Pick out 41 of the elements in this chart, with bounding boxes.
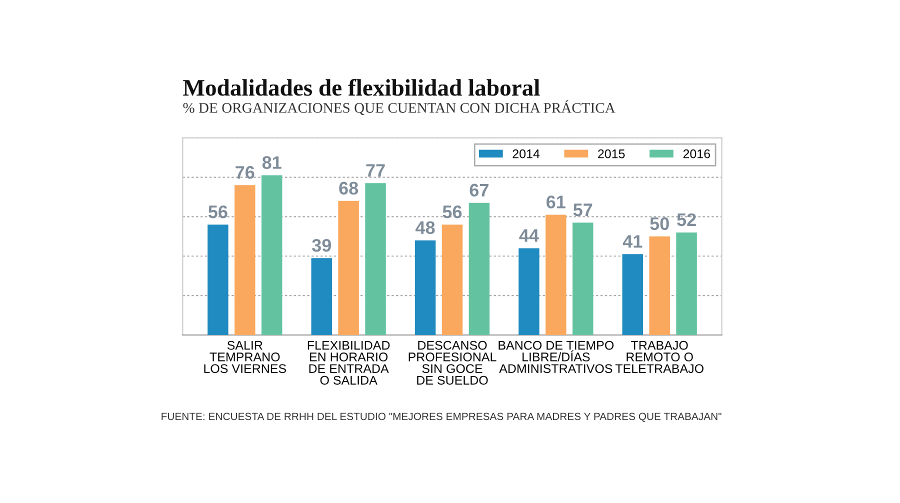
bar xyxy=(234,185,256,335)
data-label: 56 xyxy=(208,205,228,218)
bar xyxy=(338,200,359,335)
data-label: 41 xyxy=(622,235,642,248)
chart-subtitle: % DE ORGANIZACIONES QUE CUENTAN CON DICHA PRÁCTICA xyxy=(183,100,616,116)
bar xyxy=(311,258,332,335)
bar xyxy=(572,222,594,335)
x-tick-label: SALIR TEMPRANO LOS VIERNES xyxy=(204,340,286,374)
legend-label: 2015 xyxy=(598,149,625,158)
x-tick-label: DESCANSO PROFESIONAL SIN GOCE DE SUELDO xyxy=(408,340,496,385)
bar xyxy=(442,224,463,335)
bar xyxy=(365,183,386,335)
data-label: 50 xyxy=(650,217,669,230)
bar xyxy=(546,214,566,335)
legend-label: 2016 xyxy=(683,149,710,158)
bar xyxy=(414,240,436,335)
data-label: 61 xyxy=(546,196,566,208)
bar xyxy=(468,202,490,335)
data-label: 56 xyxy=(442,205,462,218)
data-label: 57 xyxy=(573,204,592,216)
data-label: 39 xyxy=(312,238,331,252)
data-label: 68 xyxy=(339,182,358,195)
chart-title: Modalidades de flexibilidad laboral xyxy=(183,78,540,96)
x-tick-label: BANCO DE TIEMPO LIBRE/DÍAS ADMINISTRATIVOS xyxy=(498,340,614,374)
data-label: 52 xyxy=(677,213,696,226)
data-label: 67 xyxy=(470,184,488,197)
data-label: 48 xyxy=(416,221,435,234)
bar xyxy=(622,254,644,335)
data-label: 81 xyxy=(262,156,282,169)
bar xyxy=(676,232,697,335)
x-tick-label: TRABAJO REMOTO O TELETRABAJO xyxy=(615,340,704,374)
data-label: 44 xyxy=(519,229,539,242)
legend-label: 2014 xyxy=(512,149,540,158)
data-label: 76 xyxy=(236,166,254,179)
bar xyxy=(208,224,228,335)
x-tick-label: FLEXIBILIDAD EN HORARIO DE ENTRADA O SALIDA xyxy=(308,341,390,385)
source-note: FUENTE: ENCUESTA DE RRHH DEL ESTUDIO "MEJORES EMPRESAS PARA MADRES Y PADRES QUE TRABAJAN" xyxy=(162,412,722,422)
bar xyxy=(649,236,670,335)
bar xyxy=(518,248,540,335)
bar xyxy=(261,175,282,335)
data-label: 77 xyxy=(366,164,385,177)
